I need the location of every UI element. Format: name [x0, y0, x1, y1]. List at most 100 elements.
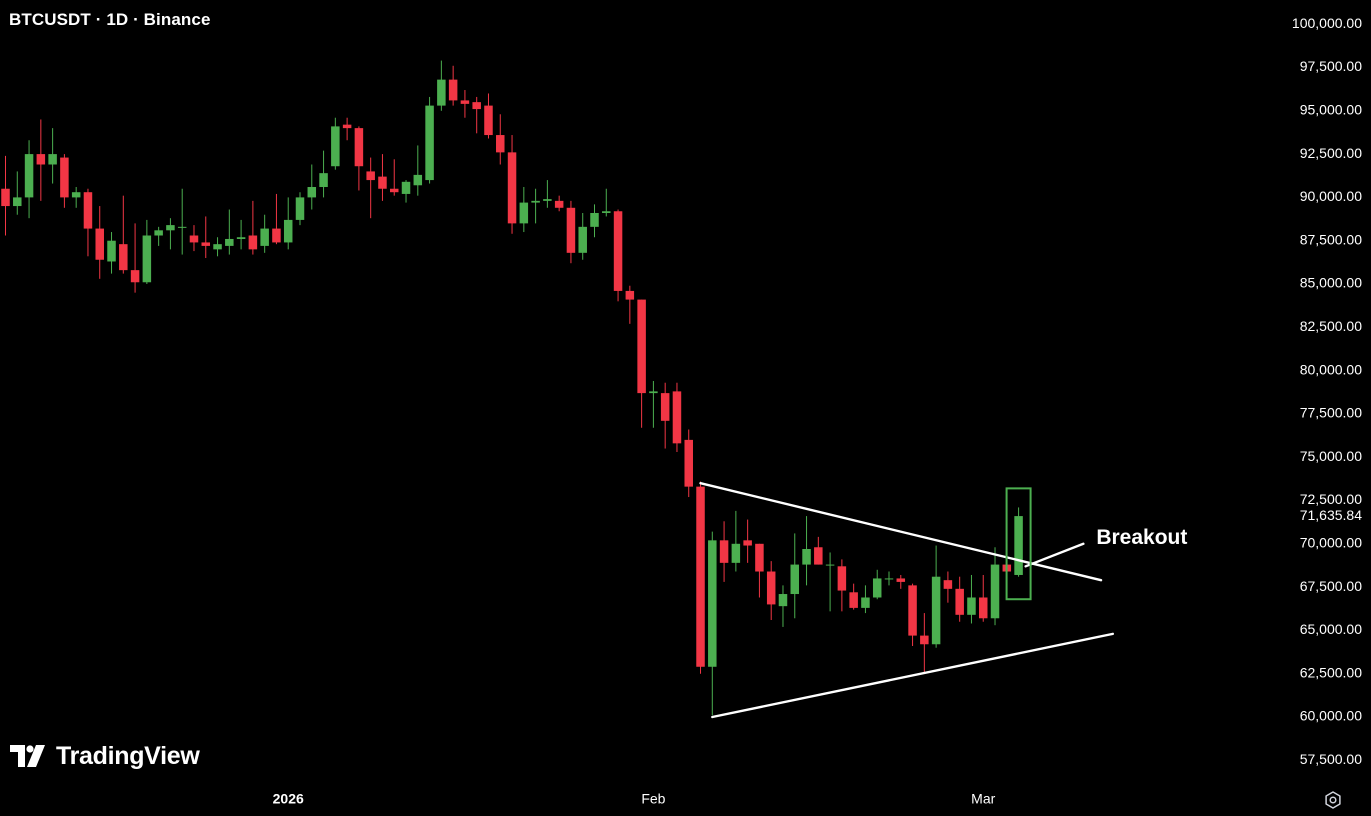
candle: [637, 299, 646, 428]
candle-body: [519, 202, 529, 224]
candle: [884, 571, 894, 586]
candle-body: [437, 79, 446, 106]
candle-body: [425, 105, 434, 181]
candle-body: [908, 585, 917, 636]
candle: [248, 200, 258, 255]
candle: [48, 128, 57, 184]
candle-body: [660, 393, 670, 421]
candle-body: [389, 188, 399, 193]
candle: [519, 187, 529, 233]
candle-body: [802, 548, 811, 565]
price-tick-label: 72,500.00: [1300, 491, 1362, 507]
candle-body: [708, 540, 717, 667]
candle-body: [1, 188, 10, 207]
price-tick-label: 75,000.00: [1300, 448, 1362, 464]
price-tick-label: 57,500.00: [1300, 751, 1362, 767]
logo-text: TradingView: [56, 741, 200, 770]
candle: [1014, 507, 1023, 577]
candle-body: [496, 135, 505, 153]
candle: [319, 150, 328, 198]
candle: [460, 90, 470, 118]
candle: [13, 171, 22, 215]
candle: [95, 206, 104, 279]
candle: [201, 216, 211, 259]
candle-body: [460, 100, 470, 104]
candle-body: [613, 211, 623, 291]
candle: [896, 574, 906, 589]
candle-body: [837, 566, 847, 591]
candle-body: [130, 270, 140, 283]
candle: [766, 561, 776, 621]
candle: [142, 219, 152, 284]
price-axis[interactable]: 57,500.00 60,000.00 62,500.00 65,000.00 67,5…: [1292, 15, 1362, 767]
candle: [154, 226, 163, 246]
candle-body: [578, 226, 587, 253]
candle-body: [177, 226, 187, 228]
candle-body: [849, 592, 858, 608]
candle: [24, 140, 34, 219]
candle: [378, 154, 387, 201]
candle-body: [696, 486, 705, 667]
candle: [872, 569, 882, 600]
candle: [507, 135, 517, 234]
settings-button[interactable]: [1322, 789, 1344, 811]
price-tick-label: 70,000.00: [1300, 535, 1362, 551]
candle: [119, 195, 128, 274]
candle: [177, 188, 187, 255]
candle: [295, 192, 305, 226]
candle: [107, 232, 116, 274]
candle-body: [213, 244, 222, 250]
candle-body: [36, 154, 46, 165]
candle: [861, 585, 870, 614]
gear-icon: [1325, 791, 1341, 809]
candle: [425, 96, 434, 184]
candle: [825, 552, 835, 612]
price-tick-label: 77,500.00: [1300, 405, 1362, 421]
candle-body: [719, 540, 729, 563]
candle-body: [637, 299, 646, 394]
candle-body: [236, 237, 246, 239]
candle-body: [142, 235, 152, 283]
trendline: [711, 632, 1115, 719]
candle-body: [625, 290, 635, 300]
candle: [166, 218, 175, 250]
candle-body: [24, 154, 34, 198]
candle: [660, 382, 670, 449]
candle-body: [872, 578, 882, 598]
candle: [448, 65, 458, 106]
candle: [920, 613, 929, 674]
candle: [814, 536, 823, 565]
candle: [708, 531, 717, 716]
candle: [71, 187, 81, 208]
price-tick-label: 100,000.00: [1292, 15, 1362, 31]
tradingview-logo-icon: [10, 745, 45, 767]
candle-body: [602, 211, 611, 213]
candle-body: [531, 200, 540, 203]
candle-body: [990, 564, 1000, 619]
candle-body: [943, 580, 953, 589]
candle-body: [95, 228, 104, 260]
candle-body: [731, 543, 741, 563]
candle-body: [825, 564, 835, 566]
time-axis[interactable]: 2026 Feb Mar: [273, 791, 996, 807]
candle-body: [790, 564, 800, 595]
candle: [236, 219, 246, 250]
candle: [990, 547, 1000, 626]
candle-body: [71, 192, 81, 198]
candle: [554, 195, 564, 212]
candle-body: [119, 244, 128, 271]
candle: [590, 204, 599, 238]
breakout-label: Breakout: [1096, 526, 1187, 549]
price-tick-label: 92,500.00: [1300, 145, 1362, 161]
candle-body: [884, 578, 894, 580]
candle: [743, 519, 752, 563]
candle-body: [766, 571, 776, 605]
trendline: [1024, 542, 1085, 568]
candle: [189, 225, 199, 252]
candle: [943, 571, 953, 603]
candle-body: [814, 547, 823, 565]
price-tick-label: 80,000.00: [1300, 361, 1362, 377]
candle-body: [248, 235, 258, 250]
candle: [484, 93, 493, 139]
